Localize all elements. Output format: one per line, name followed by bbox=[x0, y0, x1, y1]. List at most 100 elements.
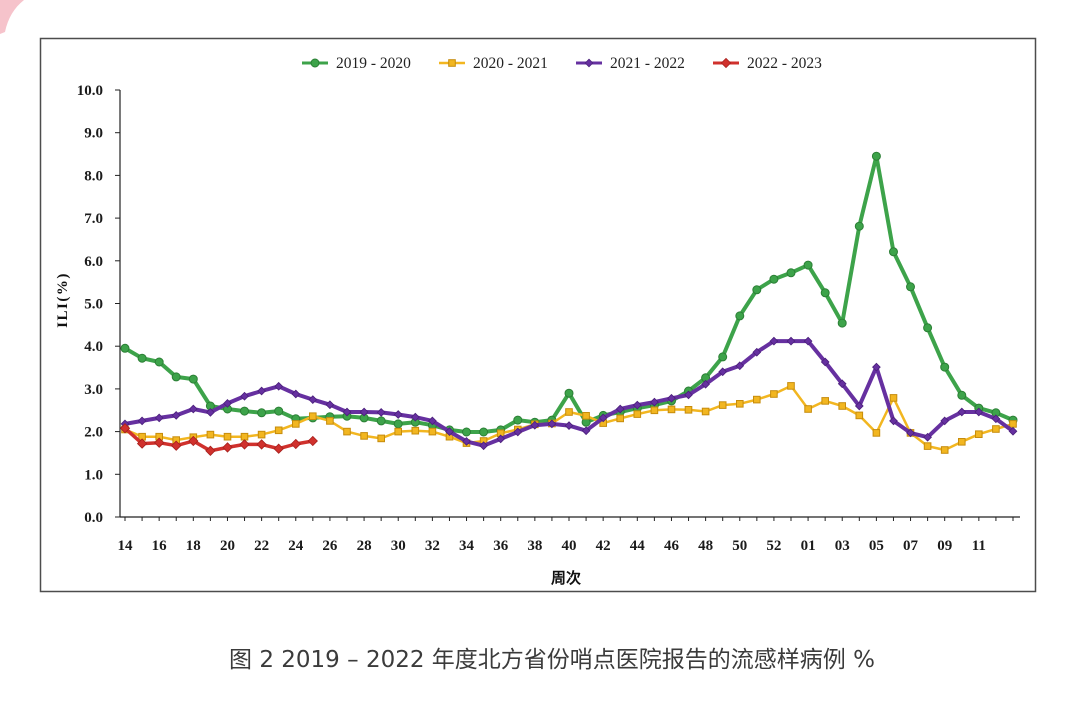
x-tick-label: 05 bbox=[869, 538, 884, 554]
data-point-2021-2022 bbox=[257, 386, 266, 396]
data-point-2020-2021 bbox=[428, 427, 437, 436]
data-point-2019-2020 bbox=[837, 318, 847, 328]
data-point-2022-2023 bbox=[273, 443, 284, 454]
y-tick-label: 5.0 bbox=[84, 297, 103, 313]
data-point-2022-2023 bbox=[171, 440, 182, 451]
data-point-2020-2021 bbox=[257, 430, 266, 439]
data-point-2020-2021 bbox=[1009, 420, 1017, 428]
series-2022-2023 bbox=[119, 423, 318, 456]
legend-marker bbox=[310, 58, 320, 68]
data-point-2022-2023 bbox=[239, 439, 250, 450]
data-point-2020-2021 bbox=[633, 410, 642, 418]
data-point-2021-2022 bbox=[906, 428, 915, 438]
data-point-2022-2023 bbox=[119, 423, 131, 434]
data-point-2020-2021 bbox=[804, 405, 812, 413]
legend-item-2020-2021: 2020 - 2021 bbox=[439, 55, 548, 72]
data-point-2020-2021 bbox=[736, 400, 744, 408]
data-point-2021-2022 bbox=[479, 441, 488, 451]
data-point-2019-2020 bbox=[940, 362, 950, 372]
data-point-2020-2021 bbox=[992, 425, 1000, 433]
data-point-2021-2022 bbox=[513, 427, 523, 437]
data-point-2019-2020 bbox=[120, 343, 130, 353]
data-point-2019-2020 bbox=[479, 427, 489, 437]
x-tick-label: 38 bbox=[527, 538, 542, 554]
data-point-2020-2021 bbox=[616, 414, 625, 423]
data-point-2019-2020 bbox=[769, 274, 779, 284]
data-point-2020-2021 bbox=[292, 420, 300, 428]
data-point-2021-2022 bbox=[445, 427, 454, 436]
x-tick-label: 14 bbox=[118, 538, 134, 554]
x-tick-label: 16 bbox=[152, 538, 168, 554]
x-tick-label: 22 bbox=[254, 538, 269, 554]
data-point-2021-2022 bbox=[803, 336, 813, 346]
data-point-2019-2020 bbox=[188, 374, 198, 384]
legend-item-2021-2022: 2021 - 2022 bbox=[576, 55, 685, 72]
x-tick-label: 36 bbox=[493, 538, 509, 554]
data-point-2020-2021 bbox=[701, 407, 710, 416]
data-point-2021-2022 bbox=[598, 413, 608, 423]
legend-item-2022-2023: 2022 - 2023 bbox=[713, 55, 822, 72]
x-tick-label: 48 bbox=[698, 538, 713, 554]
data-point-2019-2020 bbox=[564, 388, 574, 398]
data-point-2021-2022 bbox=[564, 421, 574, 430]
data-point-2020-2021 bbox=[650, 406, 659, 415]
data-point-2019-2020 bbox=[735, 311, 745, 321]
data-point-2021-2022 bbox=[701, 379, 710, 389]
data-point-2019-2020 bbox=[513, 415, 523, 425]
data-point-2020-2021 bbox=[753, 395, 761, 404]
data-point-2020-2021 bbox=[684, 406, 693, 414]
data-point-2020-2021 bbox=[582, 412, 590, 420]
data-point-2020-2021 bbox=[718, 401, 727, 409]
data-point-2021-2022 bbox=[684, 390, 693, 400]
data-point-2021-2022 bbox=[530, 420, 540, 430]
data-point-2021-2022 bbox=[667, 393, 676, 403]
data-point-2021-2022 bbox=[769, 336, 779, 346]
data-point-2020-2021 bbox=[343, 427, 351, 436]
data-point-2021-2022 bbox=[837, 379, 847, 389]
y-tick-label: 1.0 bbox=[84, 467, 103, 483]
data-point-2021-2022 bbox=[359, 407, 369, 417]
y-axis-title: ILI(%) bbox=[55, 272, 71, 328]
y-tick-label: 10.0 bbox=[77, 83, 103, 99]
data-point-2020-2021 bbox=[309, 412, 317, 420]
data-point-2021-2022 bbox=[872, 362, 881, 372]
data-point-2022-2023 bbox=[205, 445, 216, 456]
x-tick-label: 30 bbox=[391, 538, 406, 554]
x-tick-label: 42 bbox=[596, 538, 611, 554]
data-point-2021-2022 bbox=[206, 408, 215, 417]
data-point-2020-2021 bbox=[872, 429, 881, 437]
figure-caption: 图 2 2019 – 2022 年度北方省份哨点医院报告的流感样病例 % bbox=[229, 647, 875, 673]
data-point-2021-2022 bbox=[137, 416, 147, 426]
data-point-2021-2022 bbox=[462, 437, 471, 446]
series-2021-2022 bbox=[120, 336, 1018, 451]
data-point-2021-2022 bbox=[410, 412, 420, 422]
data-point-2021-2022 bbox=[274, 381, 284, 391]
data-point-2020-2021 bbox=[565, 408, 573, 416]
data-point-2022-2023 bbox=[188, 435, 199, 447]
data-point-2022-2023 bbox=[154, 437, 165, 448]
legend: 2019 - 2020 2020 - 2021 2021 - 2022 2022 - … bbox=[302, 55, 822, 72]
data-point-2019-2020 bbox=[923, 323, 933, 333]
ili-line-chart: 0.0 1.0 2.0 3.0 4.0 5.0 6.0 7.0 8.0 9.0 10.0 14 16 18… bbox=[0, 0, 1037, 593]
legend-label: 2021 - 2022 bbox=[610, 55, 685, 72]
data-point-2019-2020 bbox=[137, 353, 147, 363]
data-point-2021-2022 bbox=[752, 347, 762, 357]
data-point-2019-2020 bbox=[820, 288, 830, 298]
legend-label: 2019 - 2020 bbox=[336, 55, 411, 72]
data-point-2020-2021 bbox=[274, 426, 283, 435]
legend-label: 2020 - 2021 bbox=[473, 55, 548, 72]
data-point-2019-2020 bbox=[154, 357, 164, 367]
legend-marker bbox=[720, 57, 732, 69]
data-point-2020-2021 bbox=[206, 430, 215, 439]
y-tick-label: 3.0 bbox=[84, 382, 103, 398]
data-point-2021-2022 bbox=[581, 426, 591, 436]
x-tick-label: 07 bbox=[903, 538, 919, 554]
data-point-2019-2020 bbox=[752, 285, 762, 295]
data-point-2020-2021 bbox=[958, 438, 966, 446]
data-point-2021-2022 bbox=[632, 400, 642, 410]
y-tick-label: 0.0 bbox=[84, 510, 103, 526]
data-point-2020-2021 bbox=[940, 446, 949, 454]
data-point-2020-2021 bbox=[838, 402, 847, 410]
data-point-2019-2020 bbox=[171, 372, 181, 382]
